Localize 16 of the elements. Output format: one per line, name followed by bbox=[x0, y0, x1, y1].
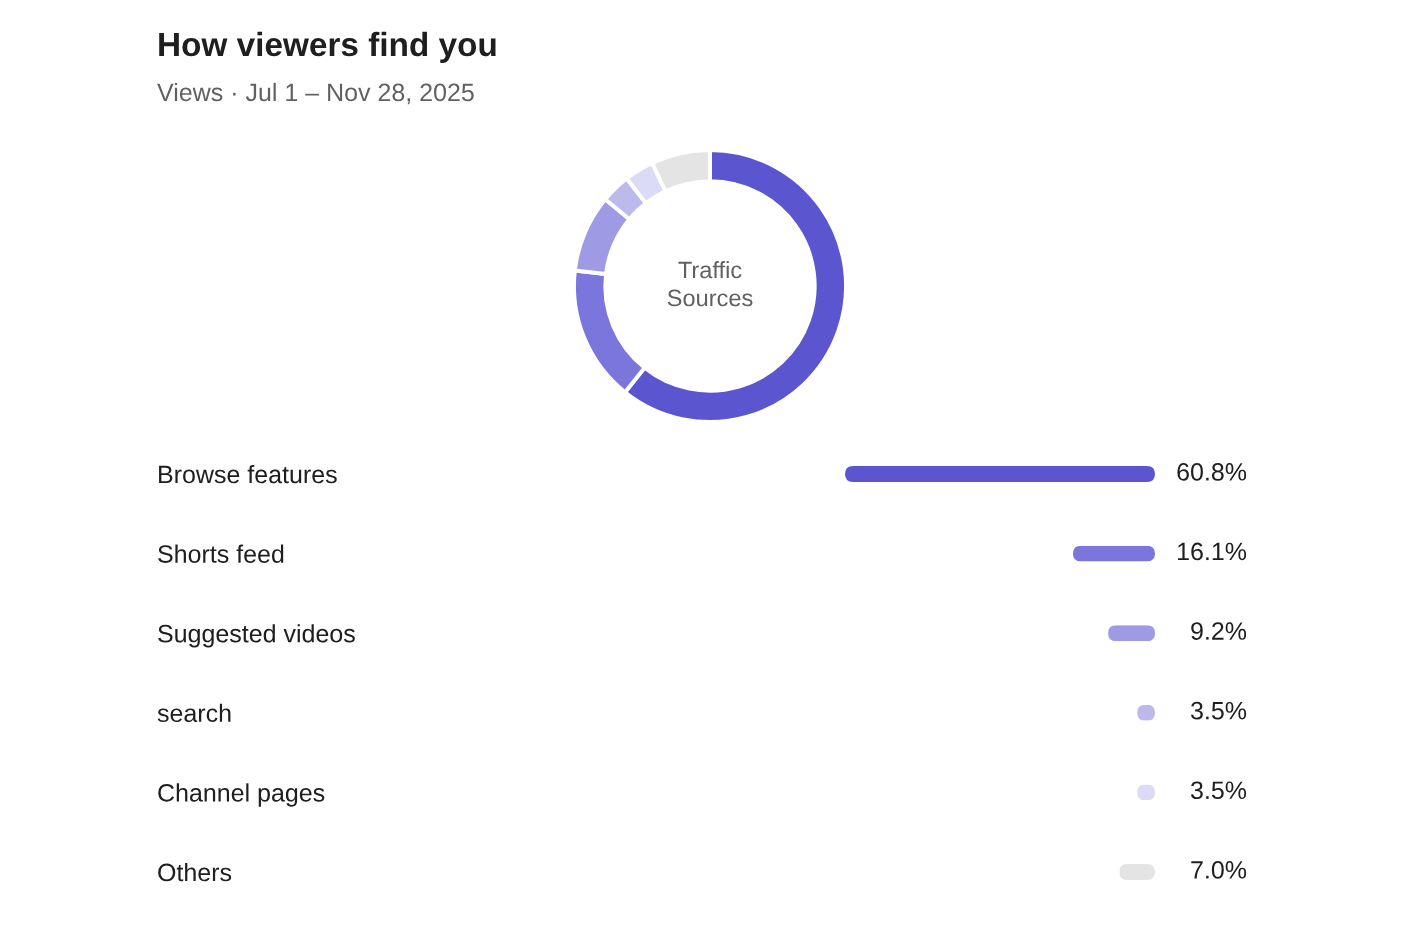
y-tick-label: Channel pages bbox=[158, 783, 325, 807]
data-label: 60.8% bbox=[1177, 463, 1247, 481]
data-label: 16.1% bbox=[1178, 542, 1247, 561]
chart-title: How viewers find you bbox=[159, 31, 496, 63]
text: Traffic Sources bbox=[667, 261, 753, 307]
y-tick-label: Others bbox=[158, 862, 232, 882]
data-label: 3.5% bbox=[1190, 701, 1247, 720]
bar bbox=[845, 466, 1155, 482]
data-label: 7.0% bbox=[1191, 861, 1247, 879]
text: Views · Jul 1 – Nov 28, 2025 bbox=[157, 82, 474, 105]
y-tick-label: Browse features bbox=[159, 464, 337, 484]
y-tick-label: Suggested videos bbox=[158, 624, 355, 648]
y-tick-label: Shorts feed bbox=[158, 544, 284, 563]
data-label: 9.2% bbox=[1191, 622, 1247, 640]
data-label: 3.5% bbox=[1190, 781, 1247, 800]
y-tick-label: search bbox=[157, 703, 231, 723]
